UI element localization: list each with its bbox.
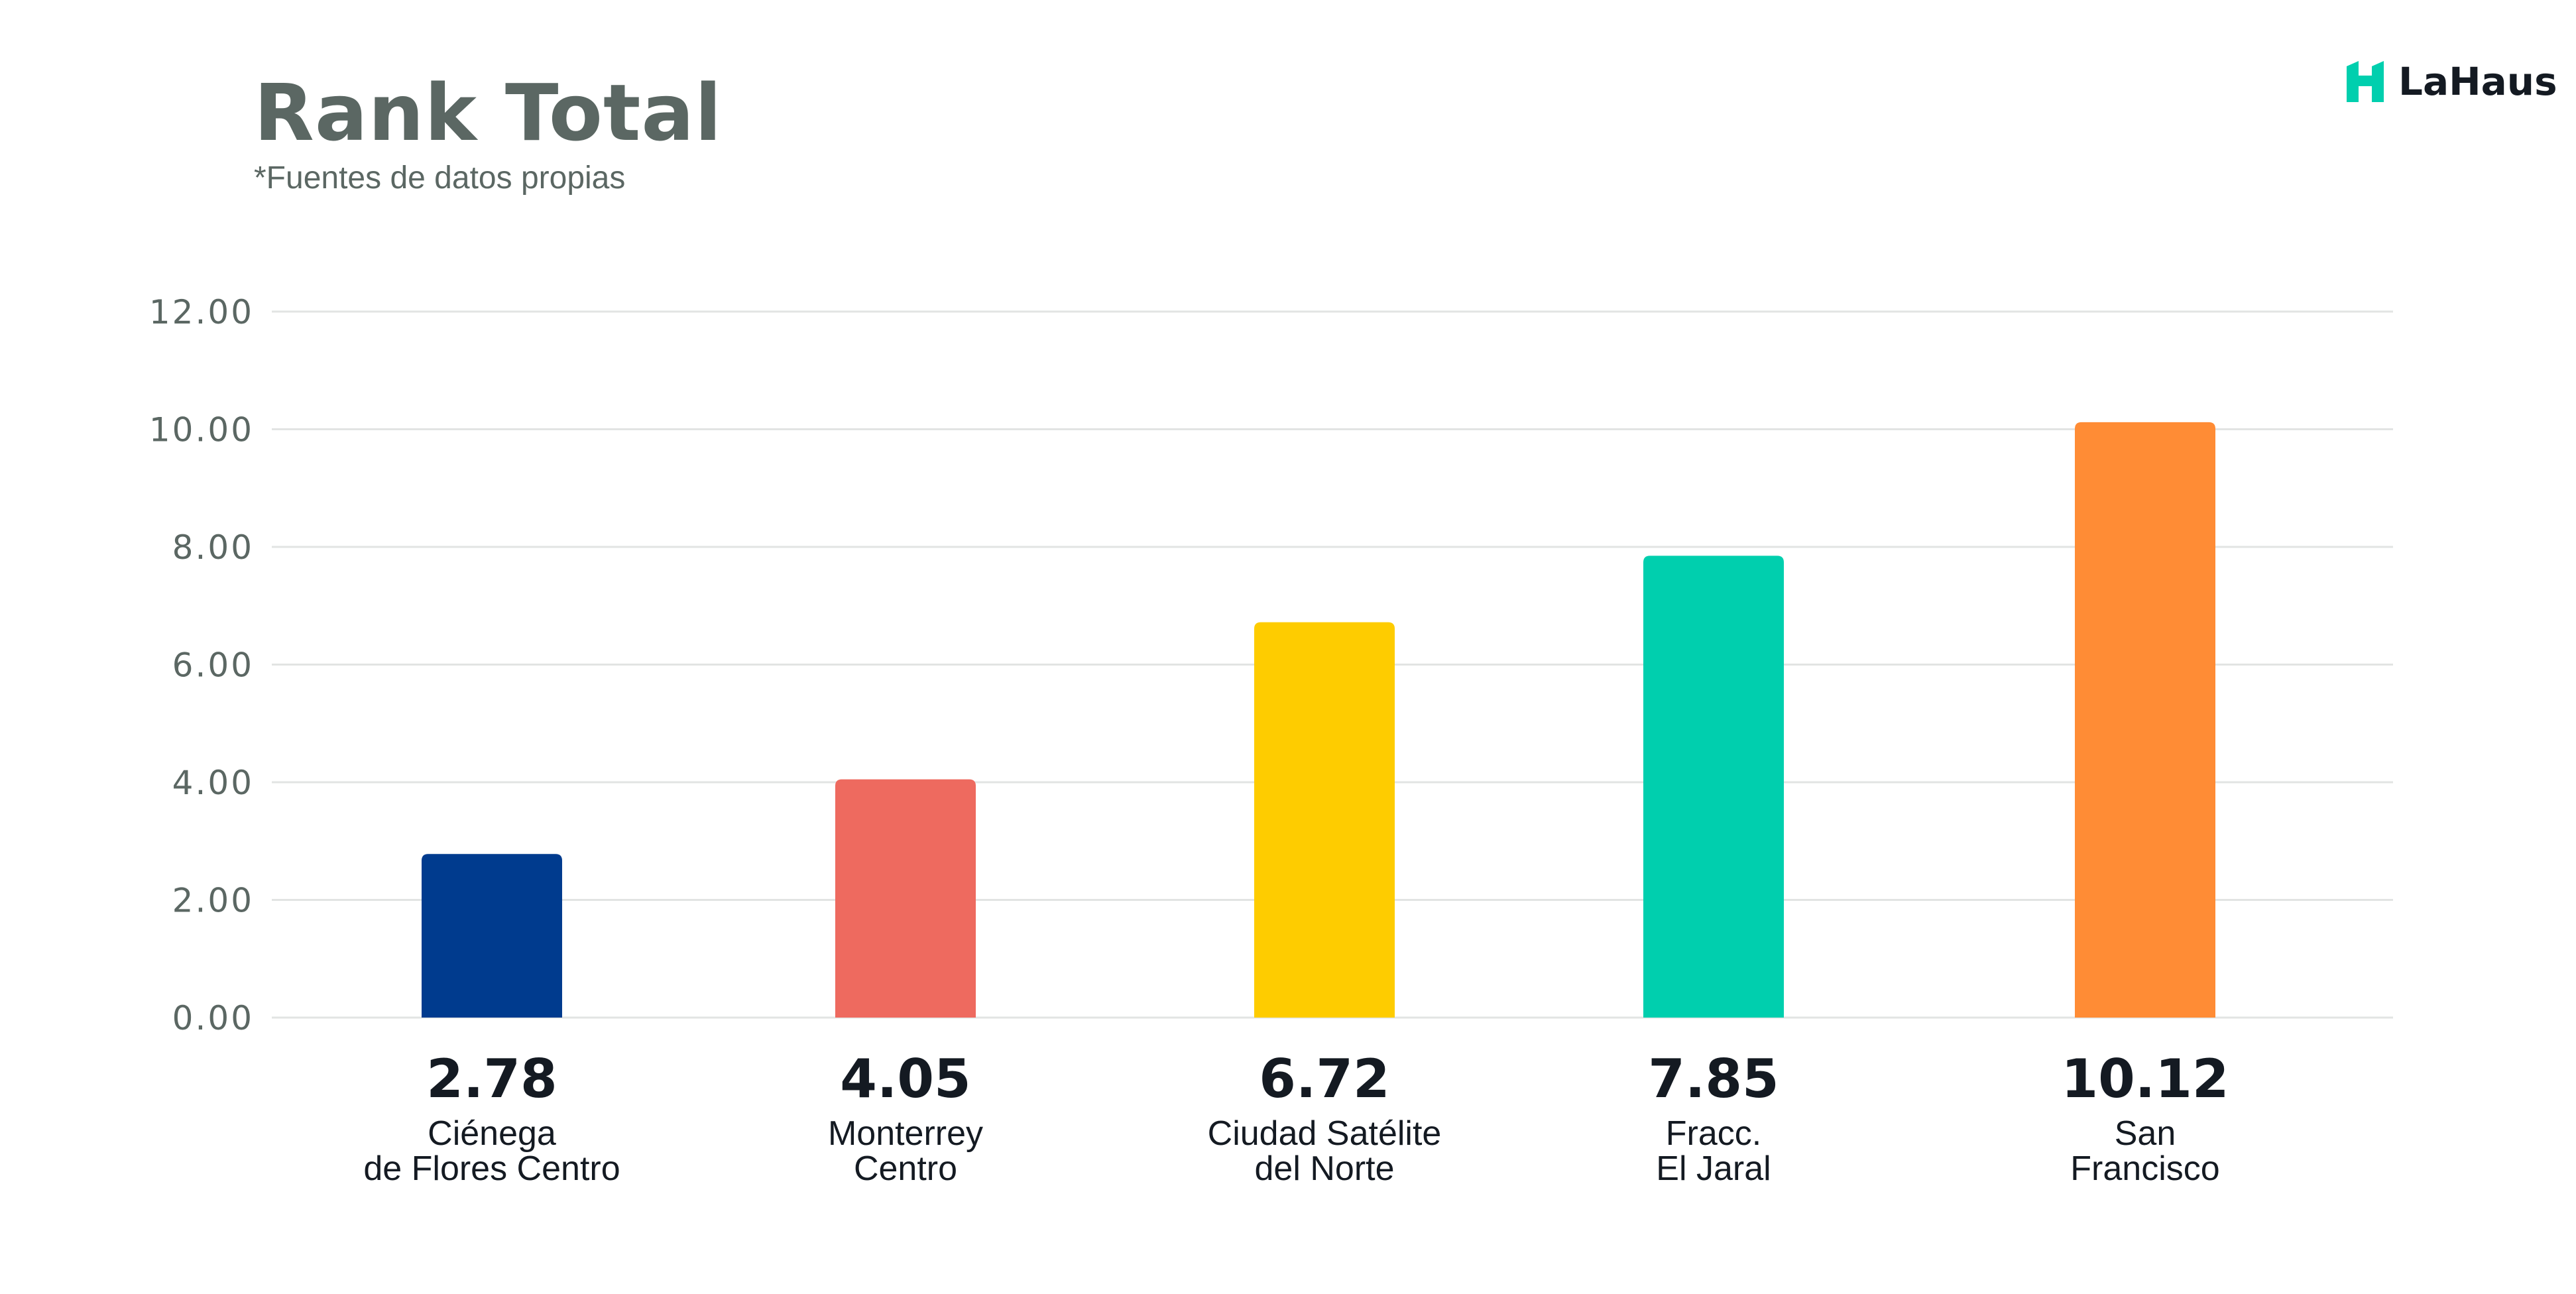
category-label: Ciudad Satélite del Norte — [1207, 1114, 1442, 1189]
chart-title: Rank Total — [254, 67, 723, 158]
y-tick-label: 0.00 — [172, 999, 254, 1037]
bar — [2075, 422, 2215, 1018]
bar — [835, 779, 976, 1018]
y-tick-label: 6.00 — [172, 646, 254, 685]
brand-name: LaHaus — [2398, 59, 2557, 104]
category-label: San Francisco — [2070, 1114, 2220, 1189]
brand-logo: LaHaus — [2347, 58, 2557, 105]
bar-value-label: 4.05 — [840, 1048, 971, 1110]
bar — [422, 854, 562, 1018]
y-tick-label: 2.00 — [172, 882, 254, 920]
y-tick-label: 4.00 — [172, 764, 254, 802]
house-h-icon — [2347, 61, 2384, 102]
bar-value-label: 6.72 — [1259, 1048, 1390, 1110]
bar-value-label: 2.78 — [426, 1048, 557, 1110]
category-label: Monterrey Centro — [827, 1114, 984, 1189]
y-tick-label: 8.00 — [172, 528, 254, 567]
category-label: Fracc. El Jaral — [1656, 1114, 1771, 1189]
category-label: Ciénega de Flores Centro — [363, 1114, 620, 1189]
y-tick-label: 12.00 — [149, 293, 254, 331]
bar — [1254, 622, 1395, 1018]
bar-value-label: 10.12 — [2061, 1048, 2229, 1110]
bar-value-label: 7.85 — [1648, 1048, 1779, 1110]
y-tick-label: 10.00 — [149, 411, 254, 449]
bar — [1643, 556, 1784, 1018]
chart-subtitle: *Fuentes de datos propias — [254, 160, 626, 196]
